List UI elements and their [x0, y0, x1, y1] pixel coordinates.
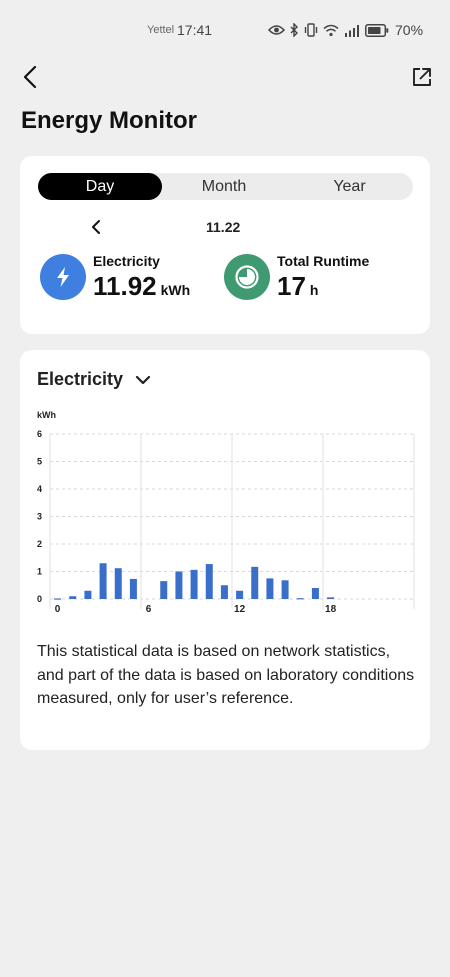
chart-bar: [54, 598, 62, 600]
chart-bar: [84, 590, 92, 599]
chart-bar: [129, 578, 137, 599]
vibrate-icon: [304, 23, 318, 37]
battery-icon: [365, 23, 389, 37]
signal-icon: [345, 24, 359, 37]
chart-bar: [69, 596, 77, 599]
electricity-metric: Electricity 11.92 kWh: [40, 253, 190, 301]
chart-metric-selector[interactable]: Electricity: [37, 369, 153, 390]
tab-month[interactable]: Month: [201, 177, 247, 195]
chevron-left-icon: [92, 220, 100, 234]
electricity-icon-badge: [40, 254, 86, 300]
date-label: 11.22: [206, 219, 241, 235]
disclaimer-text: This statistical data is based on networ…: [37, 643, 415, 707]
chart-card: Electricity kWh 0 1 2 3 4 5 6 0 6 12 18 This statis…: [20, 350, 430, 750]
wifi-icon: [323, 24, 339, 36]
tab-year[interactable]: Year: [333, 177, 366, 195]
summary-card: Day Month Year 11.22 Electricity 11.92 k…: [20, 156, 430, 334]
back-button[interactable]: [16, 62, 44, 92]
chart-bar: [311, 588, 319, 599]
electricity-label: Electricity: [93, 253, 160, 269]
chart-bar: [236, 590, 244, 599]
runtime-unit: h: [309, 282, 319, 298]
chart-bar: [281, 580, 289, 599]
x-tick-label: 6: [146, 604, 152, 615]
y-tick-label: 1: [37, 567, 42, 577]
page-title: Energy Monitor: [21, 107, 198, 134]
share-button[interactable]: [407, 62, 437, 92]
x-tick-label: 0: [55, 604, 61, 615]
x-tick-label: 18: [325, 604, 337, 615]
y-tick-label: 2: [37, 539, 42, 549]
runtime-label: Total Runtime: [277, 253, 370, 269]
battery-percent: 70%: [395, 22, 424, 38]
chart-bar: [266, 578, 274, 599]
electricity-value: 11.92: [93, 271, 157, 301]
y-tick-label: 4: [37, 484, 42, 494]
electricity-unit: kWh: [160, 282, 191, 298]
chevron-left-icon: [23, 65, 37, 89]
chart-bar: [327, 597, 335, 599]
bluetooth-icon: [290, 23, 298, 37]
tab-day[interactable]: Day: [38, 173, 162, 200]
runtime-metric: Total Runtime 17 h: [224, 253, 369, 301]
chart-bar: [190, 569, 198, 599]
y-tick-label: 3: [37, 512, 42, 522]
chart-bar: [296, 598, 304, 600]
carrier-label: Yettel: [147, 24, 175, 36]
y-tick-label: 5: [37, 457, 42, 467]
chart-bar: [99, 563, 107, 599]
lightning-bolt-icon: [57, 267, 69, 287]
eye-icon: [268, 25, 285, 35]
chart-bar: [160, 581, 168, 599]
chart-bar: [220, 585, 228, 599]
y-axis-unit-label: kWh: [37, 410, 56, 420]
chevron-down-icon: [133, 370, 153, 390]
share-external-icon: [413, 68, 431, 86]
status-bar: Yettel 17:41 70%: [0, 0, 450, 58]
chart-bar: [175, 571, 183, 599]
status-time: 17:41: [177, 22, 213, 38]
chart-bar: [114, 568, 122, 599]
x-tick-label: 12: [234, 604, 246, 615]
status-icons: 70%: [268, 21, 423, 39]
chart-title: Electricity: [37, 369, 124, 389]
runtime-value: 17: [277, 271, 306, 301]
runtime-icon-badge: [224, 254, 270, 300]
chart-bar: [205, 564, 213, 599]
period-segmented-control: Day Month Year: [38, 173, 413, 200]
y-tick-label: 0: [37, 594, 42, 604]
chart-bar: [251, 566, 259, 599]
previous-date-button[interactable]: [86, 217, 106, 237]
clock-icon: [235, 265, 259, 289]
y-tick-label: 6: [37, 429, 42, 439]
